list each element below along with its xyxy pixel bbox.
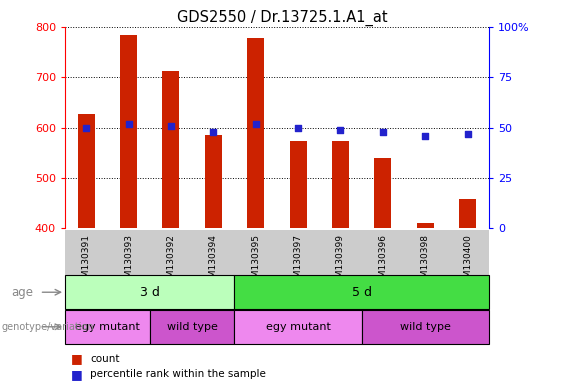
Bar (78, 114, 95, 228)
Point (336, 127, 345, 133)
Point (209, 129, 218, 135)
Text: GSM130397: GSM130397 (294, 234, 302, 289)
Text: GSM130391: GSM130391 (82, 234, 90, 289)
Text: ■: ■ (71, 353, 82, 366)
Bar (374, 158, 391, 228)
Bar (234, 310, 362, 344)
Point (82, 124, 91, 131)
Point (251, 121, 260, 127)
Text: percentile rank within the sample: percentile rank within the sample (90, 369, 266, 379)
Text: GDS2550 / Dr.13725.1.A1_at: GDS2550 / Dr.13725.1.A1_at (177, 10, 388, 26)
Text: wild type: wild type (167, 322, 218, 332)
Point (463, 131, 472, 137)
Text: 5 d: 5 d (351, 286, 372, 299)
Text: egy mutant: egy mutant (75, 322, 140, 332)
Bar (247, 38, 264, 228)
Text: 3 d: 3 d (140, 286, 160, 299)
Bar (289, 141, 306, 228)
Bar (362, 310, 489, 344)
Bar (234, 275, 489, 309)
Text: age: age (11, 286, 33, 299)
Text: GSM130393: GSM130393 (124, 234, 133, 289)
Bar (120, 35, 137, 228)
Point (294, 124, 303, 131)
Point (124, 121, 133, 127)
Text: GSM130398: GSM130398 (421, 234, 429, 289)
Text: ■: ■ (71, 368, 82, 381)
Text: GSM130396: GSM130396 (379, 234, 387, 289)
Bar (150, 310, 234, 344)
Bar (332, 141, 349, 228)
Text: GSM130394: GSM130394 (209, 234, 218, 289)
Point (420, 132, 430, 139)
Bar (65, 310, 150, 344)
Bar (205, 135, 221, 228)
Text: count: count (90, 354, 120, 364)
Point (167, 122, 176, 129)
Text: GSM130392: GSM130392 (167, 234, 175, 289)
Text: GSM130399: GSM130399 (336, 234, 345, 289)
Text: GSM130400: GSM130400 (463, 234, 472, 289)
Bar (417, 223, 434, 228)
Text: genotype/variation: genotype/variation (1, 322, 94, 332)
Bar (163, 71, 180, 228)
Text: egy mutant: egy mutant (266, 322, 331, 332)
Bar (459, 199, 476, 228)
Point (379, 129, 388, 135)
Text: wild type: wild type (399, 322, 451, 332)
Bar (65, 275, 234, 309)
Text: GSM130395: GSM130395 (251, 234, 260, 289)
